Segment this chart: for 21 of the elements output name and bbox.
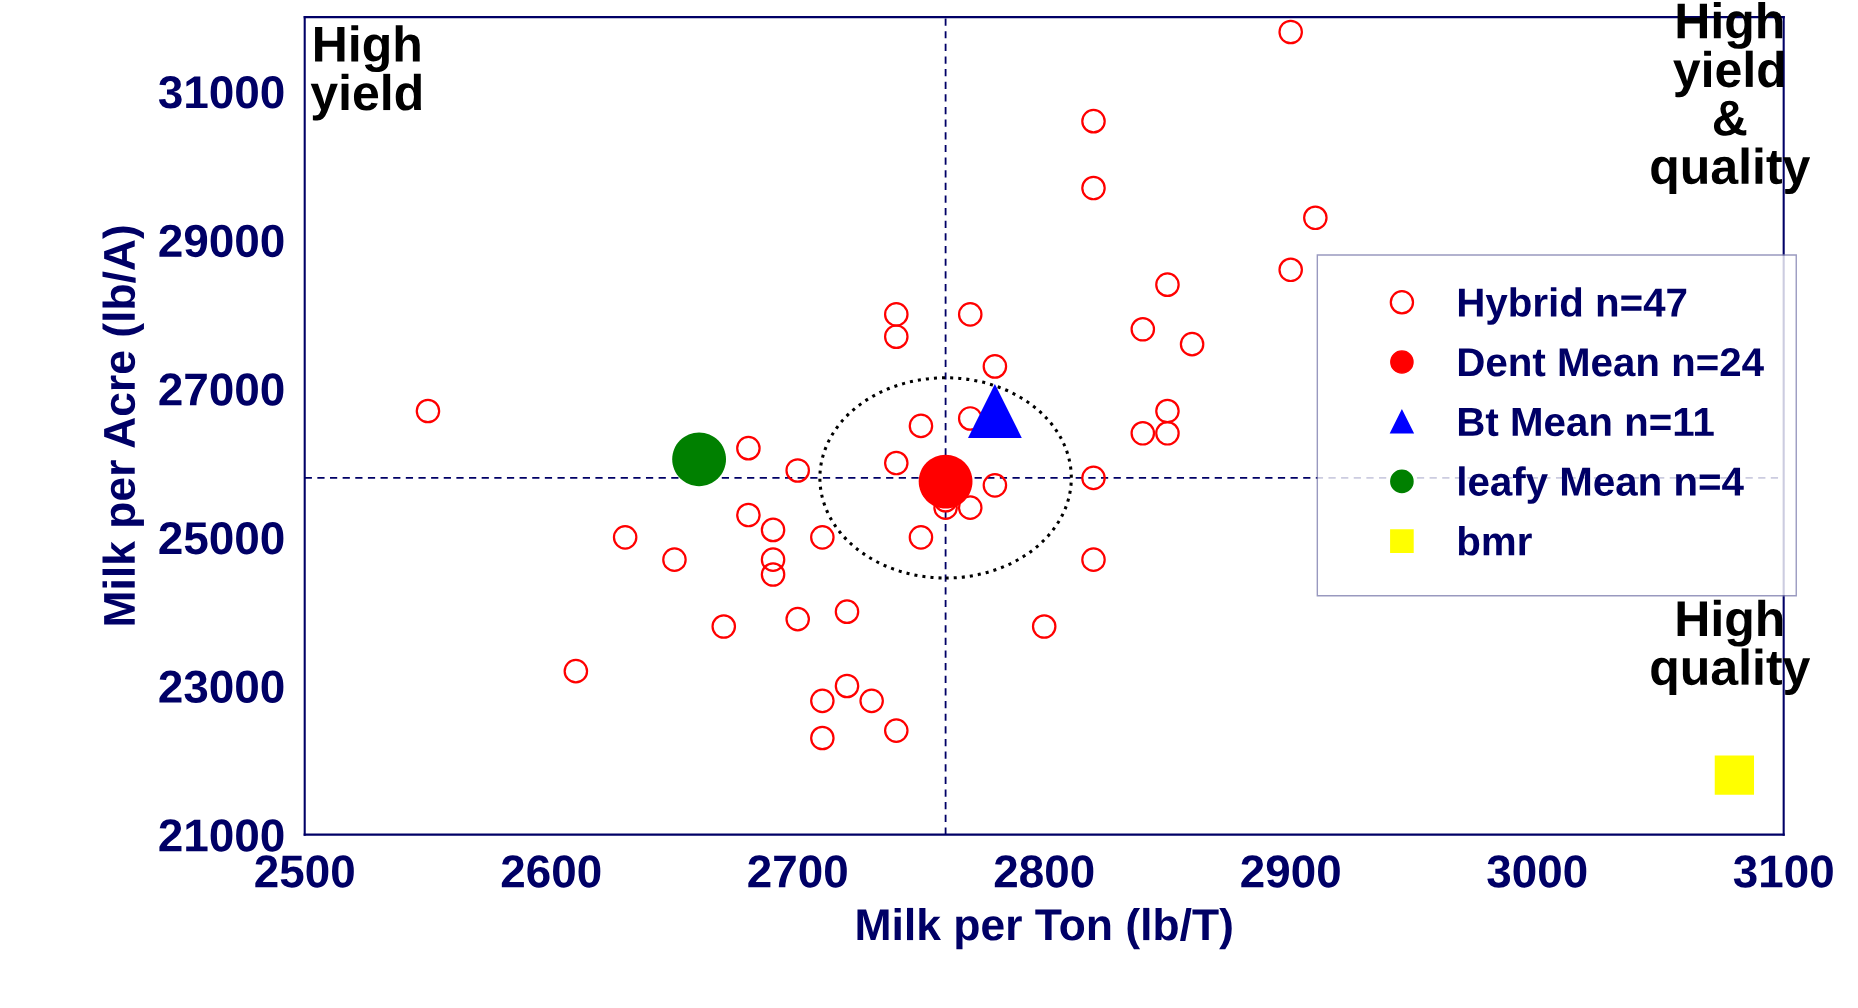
legend-label: leafy Mean n=4 — [1459, 466, 1744, 504]
y-tick-label: 25000 — [159, 521, 284, 555]
legend-label: Dent Mean n=24 — [1458, 347, 1764, 377]
x-tick-label: 2500 — [255, 855, 354, 888]
x-axis-title: Milk per Ton (lb/T) — [857, 907, 1232, 950]
x-tick-label: 3000 — [1487, 855, 1587, 888]
y-tick-label: 31000 — [158, 76, 284, 109]
y-tick-label: 29000 — [159, 224, 284, 258]
legend-label: bmr — [1458, 526, 1532, 556]
legend-label: Bt Mean n=11 — [1458, 408, 1714, 437]
annotation: High yield — [310, 25, 421, 121]
x-tick-label: 2800 — [994, 855, 1094, 888]
y-tick-label: 27000 — [159, 373, 284, 406]
x-tick-label: 2900 — [1241, 855, 1340, 888]
x-tick-label: 2700 — [748, 855, 847, 888]
y-tick-label: 23000 — [159, 670, 284, 704]
x-tick-label: 2600 — [501, 855, 601, 888]
legend-label: Hybrid n=47 — [1458, 287, 1687, 325]
y-axis-title: Milk per Acre (lb/A) — [102, 226, 144, 625]
y-tick-label: 21000 — [159, 819, 284, 852]
x-tick-label: 3100 — [1733, 855, 1833, 888]
